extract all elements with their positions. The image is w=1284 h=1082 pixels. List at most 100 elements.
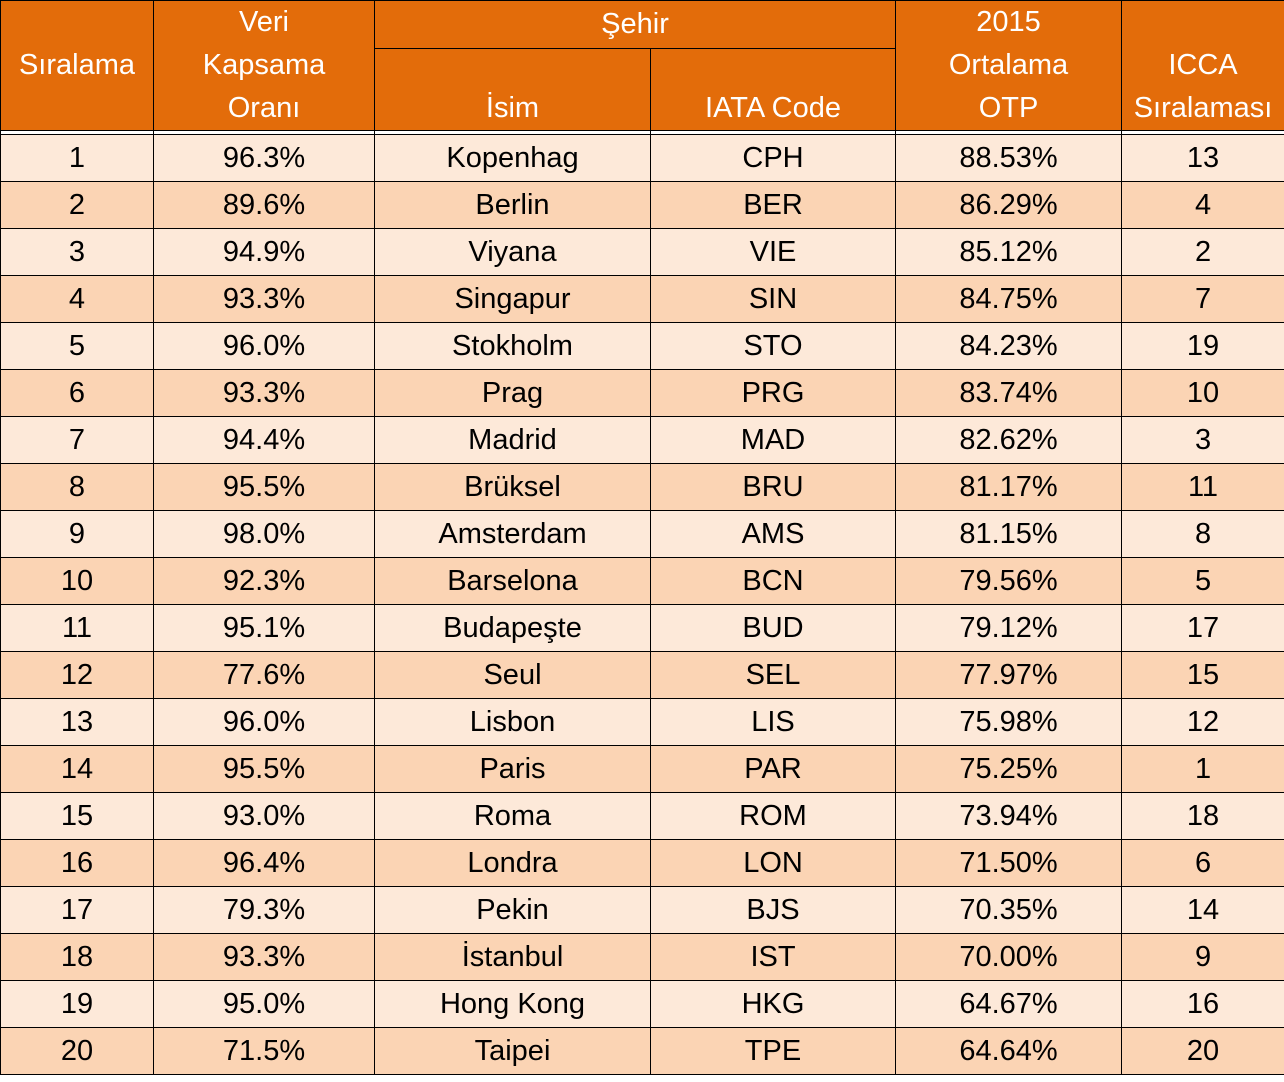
cell-coverage: 79.3% xyxy=(153,886,375,934)
table-row: 9 98.0% Amsterdam AMS 81.15% 8 xyxy=(0,510,1284,558)
cell-rank: 17 xyxy=(0,886,154,934)
table-row: 1 96.3% Kopenhag CPH 88.53% 13 xyxy=(0,134,1284,182)
cell-name: Prag xyxy=(374,369,651,417)
cell-coverage: 93.3% xyxy=(153,933,375,981)
cell-rank: 9 xyxy=(0,510,154,558)
cell-icca: 7 xyxy=(1121,275,1284,323)
cell-icca: 6 xyxy=(1121,839,1284,887)
table-row: 15 93.0% Roma ROM 73.94% 18 xyxy=(0,792,1284,840)
cell-iata: PRG xyxy=(649,369,897,417)
cell-name: İstanbul xyxy=(374,933,651,981)
cell-name: Barselona xyxy=(374,557,651,605)
header-iata: IATA Code xyxy=(649,47,897,132)
cell-coverage: 93.0% xyxy=(153,792,375,840)
table-row: 5 96.0% Stokholm STO 84.23% 19 xyxy=(0,322,1284,370)
cell-name: Madrid xyxy=(374,416,651,464)
cell-iata: BRU xyxy=(649,463,897,511)
cell-coverage: 93.3% xyxy=(153,275,375,323)
cell-icca: 18 xyxy=(1121,792,1284,840)
cell-iata: VIE xyxy=(649,228,897,276)
table-row: 13 96.0% Lisbon LIS 75.98% 12 xyxy=(0,698,1284,746)
header-otp-line-1: 2015 xyxy=(976,6,1041,38)
cell-rank: 10 xyxy=(0,557,154,605)
cell-name: Paris xyxy=(374,745,651,793)
cell-icca: 13 xyxy=(1121,134,1284,182)
table-row: 11 95.1% Budapeşte BUD 79.12% 17 xyxy=(0,604,1284,652)
header-icca: ICCA Sıralaması xyxy=(1121,0,1284,131)
table-row: 16 96.4% Londra LON 71.50% 6 xyxy=(0,839,1284,887)
cell-rank: 4 xyxy=(0,275,154,323)
cell-rank: 6 xyxy=(0,369,154,417)
cell-otp: 85.12% xyxy=(895,228,1123,276)
cell-otp: 73.94% xyxy=(895,792,1123,840)
cell-rank: 8 xyxy=(0,463,154,511)
cell-icca: 19 xyxy=(1121,322,1284,370)
cell-iata: BJS xyxy=(649,886,897,934)
table-row: 4 93.3% Singapur SIN 84.75% 7 xyxy=(0,275,1284,323)
cell-name: Kopenhag xyxy=(374,134,651,182)
cell-otp: 84.75% xyxy=(895,275,1123,323)
cell-otp: 84.23% xyxy=(895,322,1123,370)
cell-rank: 14 xyxy=(0,745,154,793)
cell-otp: 75.25% xyxy=(895,745,1123,793)
cell-coverage: 95.1% xyxy=(153,604,375,652)
cell-otp: 81.15% xyxy=(895,510,1123,558)
cell-otp: 79.56% xyxy=(895,557,1123,605)
cell-name: Brüksel xyxy=(374,463,651,511)
cell-otp: 81.17% xyxy=(895,463,1123,511)
cell-rank: 19 xyxy=(0,980,154,1028)
cell-icca: 17 xyxy=(1121,604,1284,652)
cell-rank: 12 xyxy=(0,651,154,699)
header-coverage-line-2: Kapsama xyxy=(202,49,326,81)
cell-iata: SIN xyxy=(649,275,897,323)
cell-rank: 2 xyxy=(0,181,154,229)
header-icca-line-2: Sıralaması xyxy=(1133,92,1273,124)
cell-coverage: 96.3% xyxy=(153,134,375,182)
cell-name: Stokholm xyxy=(374,322,651,370)
cell-name: Budapeşte xyxy=(374,604,651,652)
cell-icca: 11 xyxy=(1121,463,1284,511)
cell-coverage: 77.6% xyxy=(153,651,375,699)
cell-rank: 20 xyxy=(0,1027,154,1075)
cell-coverage: 96.0% xyxy=(153,698,375,746)
cell-name: Singapur xyxy=(374,275,651,323)
cell-coverage: 71.5% xyxy=(153,1027,375,1075)
cell-rank: 3 xyxy=(0,228,154,276)
cell-coverage: 96.0% xyxy=(153,322,375,370)
header-rank: Sıralama xyxy=(0,0,154,131)
cell-otp: 75.98% xyxy=(895,698,1123,746)
cell-coverage: 95.5% xyxy=(153,745,375,793)
cell-iata: LIS xyxy=(649,698,897,746)
cell-coverage: 89.6% xyxy=(153,181,375,229)
header-coverage-line-1: Veri xyxy=(239,6,289,38)
cell-otp: 82.62% xyxy=(895,416,1123,464)
table-row: 6 93.3% Prag PRG 83.74% 10 xyxy=(0,369,1284,417)
header-coverage-line-3: Oranı xyxy=(227,92,301,124)
cell-iata: BCN xyxy=(649,557,897,605)
cell-coverage: 93.3% xyxy=(153,369,375,417)
cell-iata: AMS xyxy=(649,510,897,558)
table-row: 18 93.3% İstanbul IST 70.00% 9 xyxy=(0,933,1284,981)
cell-icca: 4 xyxy=(1121,181,1284,229)
cell-iata: MAD xyxy=(649,416,897,464)
cell-coverage: 92.3% xyxy=(153,557,375,605)
cell-icca: 14 xyxy=(1121,886,1284,934)
header-otp-line-3: OTP xyxy=(978,92,1039,124)
table-row: 8 95.5% Brüksel BRU 81.17% 11 xyxy=(0,463,1284,511)
cell-iata: SEL xyxy=(649,651,897,699)
cell-iata: IST xyxy=(649,933,897,981)
cell-name: Pekin xyxy=(374,886,651,934)
cell-rank: 16 xyxy=(0,839,154,887)
cell-rank: 1 xyxy=(0,134,154,182)
table-row: 20 71.5% Taipei TPE 64.64% 20 xyxy=(0,1027,1284,1075)
header-name: İsim xyxy=(374,47,651,132)
cell-iata: HKG xyxy=(649,980,897,1028)
cell-icca: 16 xyxy=(1121,980,1284,1028)
cell-otp: 64.64% xyxy=(895,1027,1123,1075)
table-row: 10 92.3% Barselona BCN 79.56% 5 xyxy=(0,557,1284,605)
cell-icca: 20 xyxy=(1121,1027,1284,1075)
cell-otp: 70.00% xyxy=(895,933,1123,981)
header-icca-line-1: ICCA xyxy=(1168,49,1238,81)
header-otp-line-2: Ortalama xyxy=(948,49,1069,81)
